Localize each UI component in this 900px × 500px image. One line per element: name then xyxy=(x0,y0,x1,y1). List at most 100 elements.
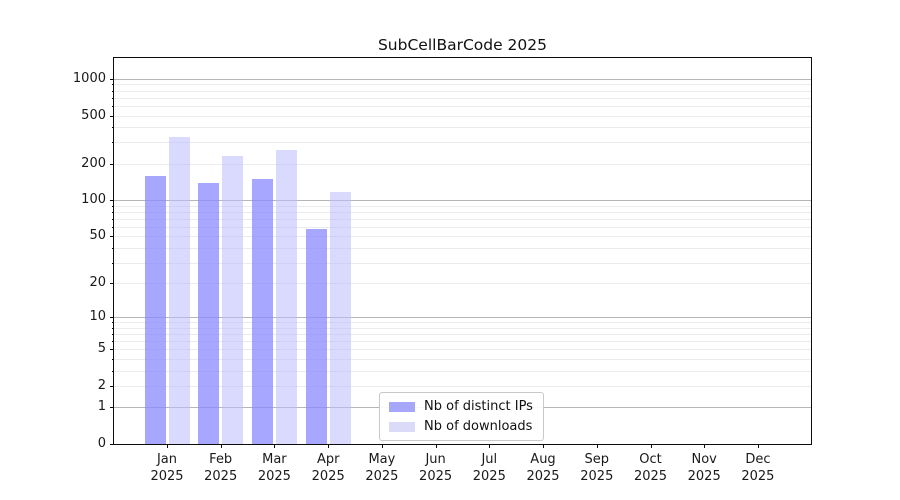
gridline-minor xyxy=(114,322,811,324)
x-tick-mark xyxy=(274,444,276,448)
x-tick-label-feb: Feb 2025 xyxy=(204,452,238,484)
x-tick-mark xyxy=(704,444,706,448)
gridline-minor xyxy=(114,84,811,86)
y-minor-tick-mark xyxy=(112,358,114,360)
bar-distinct-ips-apr xyxy=(305,229,327,444)
y-minor-tick-mark xyxy=(112,205,114,207)
bar-distinct-ips-feb xyxy=(198,182,220,444)
x-tick-label-apr: Apr 2025 xyxy=(311,452,345,484)
y-tick-label: 100 xyxy=(81,192,106,208)
gridline-minor xyxy=(114,349,811,351)
x-tick-label-sep: Sep 2025 xyxy=(580,452,614,484)
x-tick-label-aug: Aug 2025 xyxy=(526,452,560,484)
x-tick-label-jan: Jan 2025 xyxy=(150,452,184,484)
gridline-minor xyxy=(114,163,811,165)
y-tick-label: 5 xyxy=(97,341,106,357)
gridline-minor xyxy=(114,327,811,329)
y-tick-label: 10 xyxy=(89,309,106,325)
y-minor-tick-mark xyxy=(112,247,114,249)
y-minor-tick-mark xyxy=(112,97,114,99)
gridline-minor xyxy=(114,236,811,238)
gridline-minor xyxy=(114,211,811,213)
y-minor-tick-mark xyxy=(112,211,114,213)
gridline-minor xyxy=(114,226,811,228)
gridline-minor xyxy=(114,205,811,207)
y-minor-tick-mark xyxy=(112,262,114,264)
gridline-minor xyxy=(114,247,811,249)
gridline-minor xyxy=(114,90,811,92)
x-tick-label-jul: Jul 2025 xyxy=(472,452,506,484)
y-minor-tick-mark xyxy=(112,322,114,324)
x-tick-mark xyxy=(381,444,383,448)
gridline-minor xyxy=(114,127,811,129)
y-minor-tick-mark xyxy=(112,370,114,372)
legend-label-downloads: Nb of downloads xyxy=(424,419,533,434)
y-tick-label: 1000 xyxy=(72,70,106,86)
y-tick-label: 200 xyxy=(81,155,106,171)
x-tick-label-nov: Nov 2025 xyxy=(687,452,721,484)
gridline-major xyxy=(114,78,811,80)
y-tick-mark xyxy=(110,407,114,409)
bar-distinct-ips-jan xyxy=(144,175,166,444)
legend: Nb of distinct IPs Nb of downloads xyxy=(379,392,544,441)
bar-distinct-ips-mar xyxy=(251,178,273,444)
x-tick-mark xyxy=(596,444,598,448)
y-tick-mark xyxy=(110,236,114,238)
y-tick-mark xyxy=(110,78,114,80)
gridline-minor xyxy=(114,97,811,99)
y-minor-tick-mark xyxy=(112,334,114,336)
y-tick-mark xyxy=(110,317,114,319)
gridline-minor xyxy=(114,341,811,343)
gridline-minor xyxy=(114,334,811,336)
gridline-minor xyxy=(114,105,811,107)
y-tick-mark xyxy=(110,115,114,117)
y-tick-label: 0 xyxy=(97,436,106,451)
y-tick-mark xyxy=(110,200,114,202)
gridline-minor xyxy=(114,370,811,372)
x-tick-label-oct: Oct 2025 xyxy=(633,452,668,484)
gridline-minor xyxy=(114,218,811,220)
y-tick-mark xyxy=(110,385,114,387)
y-minor-tick-mark xyxy=(112,127,114,129)
y-minor-tick-mark xyxy=(112,218,114,220)
x-tick-mark xyxy=(489,444,491,448)
gridline-minor xyxy=(114,283,811,285)
x-tick-mark xyxy=(757,444,759,448)
y-tick-mark xyxy=(110,349,114,351)
x-tick-label-dec: Dec 2025 xyxy=(741,452,775,484)
x-tick-mark xyxy=(167,444,168,448)
x-tick-label-jun: Jun 2025 xyxy=(419,452,453,484)
legend-swatch-downloads xyxy=(389,421,415,432)
y-tick-label: 2 xyxy=(97,377,106,393)
gridline-minor xyxy=(114,358,811,360)
y-tick-mark xyxy=(110,444,114,445)
y-minor-tick-mark xyxy=(112,226,114,228)
x-tick-mark xyxy=(543,444,544,448)
y-tick-mark xyxy=(110,283,114,285)
bar-downloads-feb xyxy=(222,156,244,444)
x-tick-mark xyxy=(435,444,437,448)
y-minor-tick-mark xyxy=(112,105,114,107)
legend-entry-distinct-ips: Nb of distinct IPs xyxy=(389,399,533,414)
x-tick-mark xyxy=(220,444,222,448)
bar-downloads-mar xyxy=(275,149,297,444)
legend-entry-downloads: Nb of downloads xyxy=(389,419,533,434)
bar-downloads-jan xyxy=(168,137,190,444)
gridline-minor xyxy=(114,262,811,264)
legend-swatch-distinct-ips xyxy=(389,401,415,412)
gridline-major xyxy=(114,200,811,202)
y-tick-label: 20 xyxy=(89,275,106,291)
y-tick-mark xyxy=(110,163,114,165)
y-tick-label: 1 xyxy=(97,399,106,415)
x-tick-mark xyxy=(328,444,330,448)
x-tick-label-may: May 2025 xyxy=(365,452,399,484)
y-tick-label: 500 xyxy=(81,107,106,123)
gridline-minor xyxy=(114,142,811,144)
gridline-minor xyxy=(114,385,811,387)
gridline-minor xyxy=(114,115,811,117)
y-minor-tick-mark xyxy=(112,90,114,92)
bar-downloads-apr xyxy=(329,191,351,444)
legend-label-distinct-ips: Nb of distinct IPs xyxy=(424,399,533,414)
y-tick-label: 50 xyxy=(89,228,106,244)
